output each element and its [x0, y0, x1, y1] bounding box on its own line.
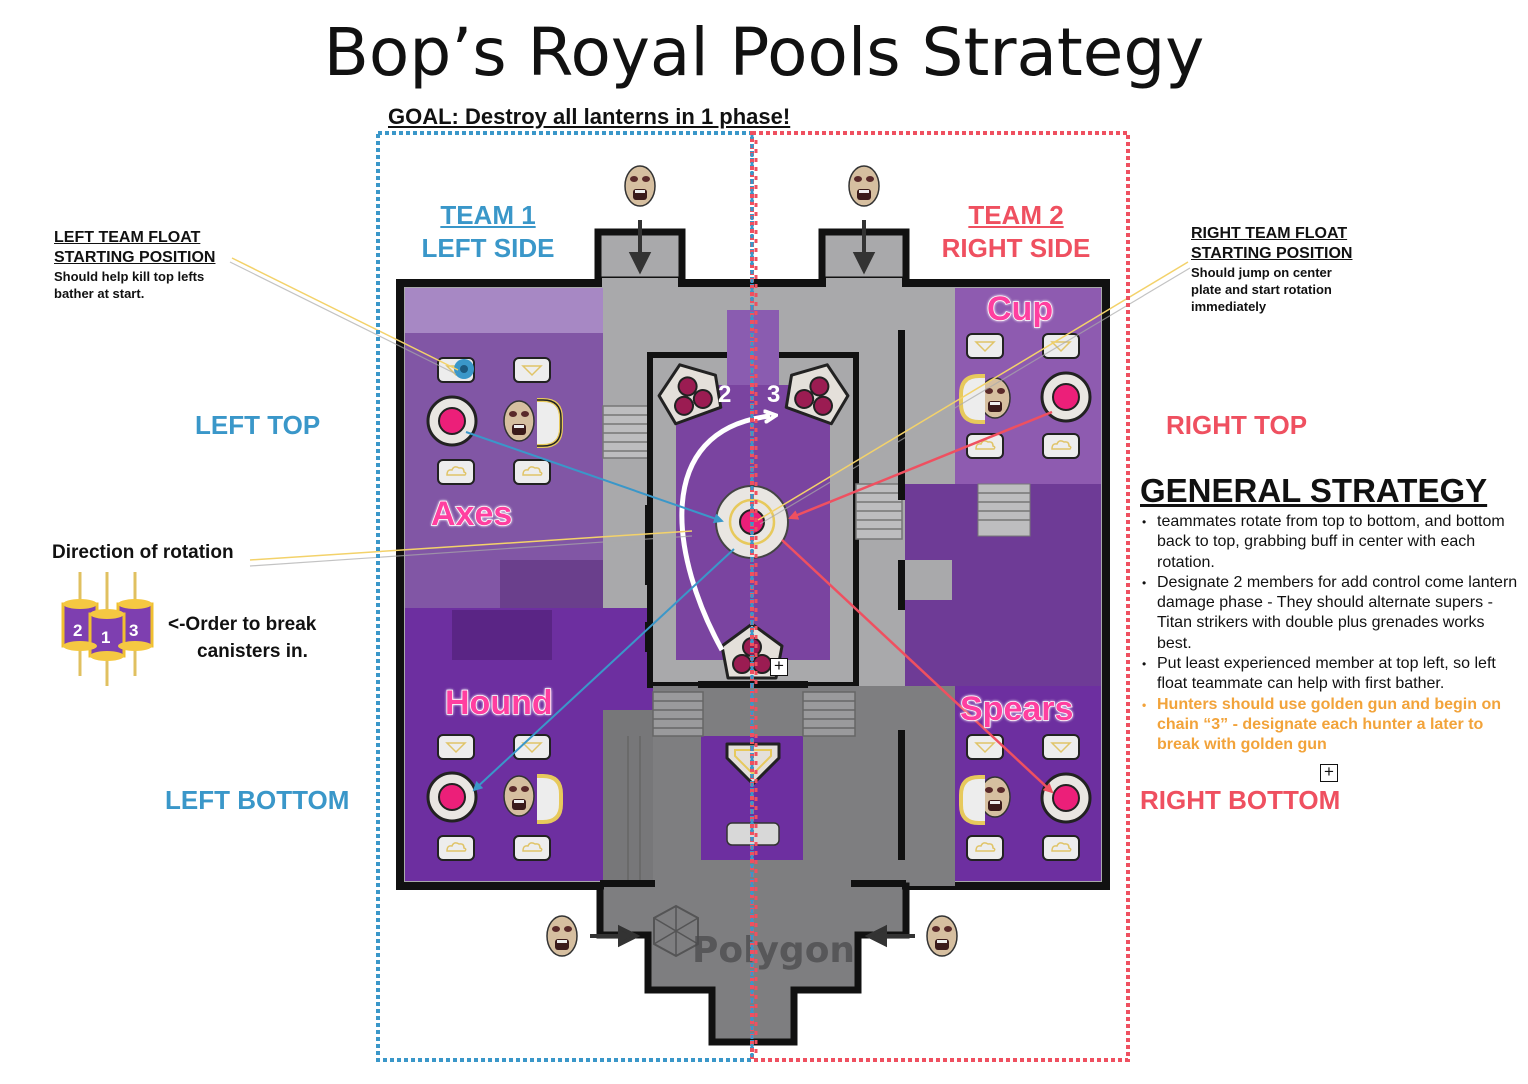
right-float-body-1: Should jump on center	[1191, 265, 1332, 280]
team1-side: LEFT SIDE	[421, 233, 555, 263]
canister-number-1: 1	[101, 628, 110, 647]
zone-left-bottom: LEFT BOTTOM	[165, 785, 350, 815]
plus-icon: +	[1320, 763, 1338, 782]
right-float-body-2: plate and start rotation	[1191, 282, 1332, 297]
canister-order-note: <-Order to break canisters in.	[168, 611, 316, 665]
plus-icon: +	[770, 657, 788, 676]
chain-number-2: 2	[718, 381, 731, 408]
polygon-watermark: Polygon	[692, 930, 855, 971]
left-float-heading-2: STARTING POSITION	[54, 249, 216, 266]
zone-right-bottom: RIGHT BOTTOM	[1140, 785, 1341, 815]
room-label-cup: Cup	[986, 289, 1054, 329]
page-title: Bop’s Royal Pools Strategy	[323, 14, 1205, 91]
right-float-body-3: immediately	[1191, 299, 1267, 314]
canister-order-line-1: <-Order to break	[168, 614, 317, 635]
team1-name: TEAM 1	[440, 200, 536, 230]
rotation-label: Direction of rotation	[52, 542, 234, 563]
left-float-body-2: bather at start.	[54, 286, 145, 301]
strategy-item: Put least experienced member at top left…	[1140, 654, 1520, 695]
general-strategy-heading: GENERAL STRATEGY	[1140, 472, 1488, 509]
chain-number-3: 3	[767, 381, 780, 408]
room-label-spears: Spears	[959, 689, 1074, 729]
left-float-note: LEFT TEAM FLOAT STARTING POSITION Should…	[54, 228, 215, 302]
zone-right-top: RIGHT TOP	[1166, 410, 1308, 440]
canister-number-3: 3	[129, 621, 138, 640]
canister-order-line-2: canisters in.	[197, 641, 308, 662]
canister-number-2: 2	[73, 621, 82, 640]
strategy-item: Designate 2 members for add control come…	[1140, 573, 1520, 654]
right-float-note: RIGHT TEAM FLOAT STARTING POSITION Shoul…	[1191, 224, 1352, 315]
room-label-axes: Axes	[430, 494, 513, 534]
right-float-heading-1: RIGHT TEAM FLOAT	[1191, 225, 1348, 242]
team1-label: TEAM 1 LEFT SIDE	[398, 199, 578, 265]
goal-text: GOAL: Destroy all lanterns in 1 phase!	[388, 104, 791, 129]
right-float-heading-2: STARTING POSITION	[1191, 245, 1353, 262]
strategy-item: teammates rotate from top to bottom, and…	[1140, 512, 1520, 573]
left-float-body-1: Should help kill top lefts	[54, 269, 205, 284]
team2-side: RIGHT SIDE	[941, 233, 1091, 263]
left-float-heading-1: LEFT TEAM FLOAT	[54, 229, 201, 246]
room-label-hound: Hound	[444, 683, 553, 723]
general-strategy-list: teammates rotate from top to bottom, and…	[1140, 512, 1520, 756]
strategy-item-hunters: Hunters should use golden gun and begin …	[1140, 695, 1520, 756]
zone-left-top: LEFT TOP	[195, 410, 321, 440]
canister-icon	[61, 572, 154, 686]
team2-name: TEAM 2	[968, 200, 1064, 230]
team2-label: TEAM 2 RIGHT SIDE	[926, 199, 1106, 265]
